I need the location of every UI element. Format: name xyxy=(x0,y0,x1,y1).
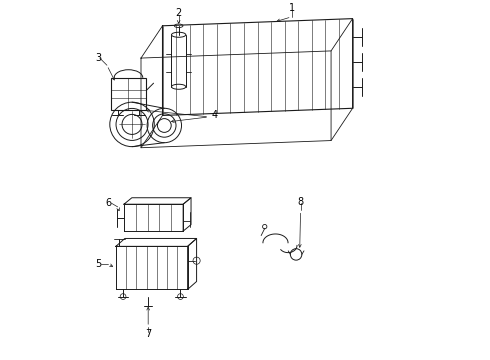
Text: 2: 2 xyxy=(175,8,182,18)
Text: 7: 7 xyxy=(145,329,151,339)
Text: 4: 4 xyxy=(212,111,218,121)
Text: 1: 1 xyxy=(289,3,294,13)
Bar xyxy=(111,78,147,110)
Text: 8: 8 xyxy=(297,197,304,207)
Text: 6: 6 xyxy=(106,198,112,208)
Text: 5: 5 xyxy=(95,259,101,269)
Text: 3: 3 xyxy=(95,53,101,63)
